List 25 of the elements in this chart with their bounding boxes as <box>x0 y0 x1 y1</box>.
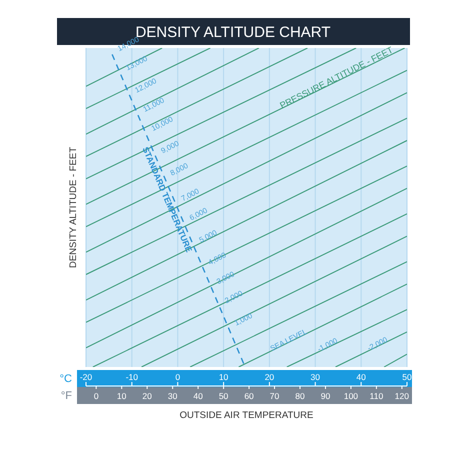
x-tick-label: 10 <box>218 372 229 382</box>
x2-tick-label: 10 <box>116 391 127 401</box>
x2-tick-label: 50 <box>218 391 229 401</box>
x2-tick-label: 40 <box>193 391 204 401</box>
x2-tick-label: 110 <box>370 391 384 401</box>
x2-tick-label: 100 <box>344 391 358 401</box>
x-tick-label: 20 <box>264 372 274 382</box>
x-tick-label: -10 <box>126 372 138 382</box>
y-axis-title: DENSITY ALTITUDE - FEET <box>68 146 79 268</box>
x2-tick-label: 80 <box>295 391 305 401</box>
x2-tick-label: 0 <box>94 391 99 401</box>
x-tick-label: 50 <box>402 372 412 382</box>
x2-tick-label: 120 <box>394 391 410 401</box>
x2-tick-label: 90 <box>320 391 330 401</box>
x2-tick-label: 70 <box>270 391 280 401</box>
x-tick-label: 30 <box>310 372 320 382</box>
text: °F <box>60 390 72 402</box>
x-tick-label: -20 <box>80 372 92 382</box>
x-axis-title: OUTSIDE AIR TEMPERATURE <box>180 410 314 421</box>
x-tick-label: 40 <box>356 372 366 382</box>
x2-tick-label: 60 <box>244 391 254 401</box>
x2-tick-label: 20 <box>142 391 152 401</box>
x-tick-label: 0 <box>175 372 180 382</box>
text: °C <box>60 373 72 385</box>
x2-tick-label: 30 <box>168 391 178 401</box>
